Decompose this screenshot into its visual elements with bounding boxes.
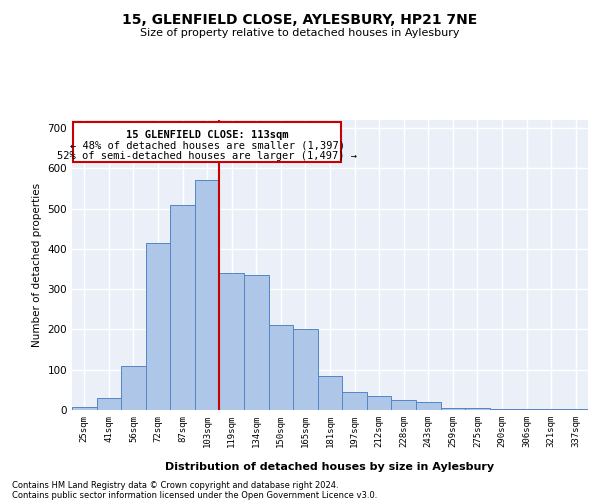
Text: Distribution of detached houses by size in Aylesbury: Distribution of detached houses by size … bbox=[166, 462, 494, 472]
Bar bbox=[490, 409, 514, 410]
Bar bbox=[146, 243, 170, 410]
Bar bbox=[220, 273, 244, 410]
Bar bbox=[440, 408, 465, 410]
Text: ← 48% of detached houses are smaller (1,397): ← 48% of detached houses are smaller (1,… bbox=[70, 141, 344, 151]
Bar bbox=[342, 392, 367, 410]
Bar bbox=[97, 398, 121, 410]
Bar bbox=[416, 402, 440, 410]
Text: Contains HM Land Registry data © Crown copyright and database right 2024.: Contains HM Land Registry data © Crown c… bbox=[12, 481, 338, 490]
Bar bbox=[72, 407, 97, 410]
Bar bbox=[367, 396, 391, 410]
Bar bbox=[514, 409, 539, 410]
Bar bbox=[539, 409, 563, 410]
Bar bbox=[269, 326, 293, 410]
Text: Size of property relative to detached houses in Aylesbury: Size of property relative to detached ho… bbox=[140, 28, 460, 38]
Text: 15, GLENFIELD CLOSE, AYLESBURY, HP21 7NE: 15, GLENFIELD CLOSE, AYLESBURY, HP21 7NE bbox=[122, 12, 478, 26]
Bar bbox=[170, 204, 195, 410]
Bar bbox=[563, 409, 588, 410]
Bar bbox=[391, 400, 416, 410]
Bar bbox=[195, 180, 220, 410]
Bar bbox=[465, 408, 490, 410]
Text: 15 GLENFIELD CLOSE: 113sqm: 15 GLENFIELD CLOSE: 113sqm bbox=[126, 130, 289, 140]
Bar bbox=[293, 330, 318, 410]
Bar bbox=[318, 376, 342, 410]
Y-axis label: Number of detached properties: Number of detached properties bbox=[32, 183, 42, 347]
Text: Contains public sector information licensed under the Open Government Licence v3: Contains public sector information licen… bbox=[12, 491, 377, 500]
Text: 52% of semi-detached houses are larger (1,497) →: 52% of semi-detached houses are larger (… bbox=[57, 152, 357, 162]
Bar bbox=[121, 366, 146, 410]
Bar bbox=[244, 275, 269, 410]
Bar bbox=[73, 122, 341, 162]
